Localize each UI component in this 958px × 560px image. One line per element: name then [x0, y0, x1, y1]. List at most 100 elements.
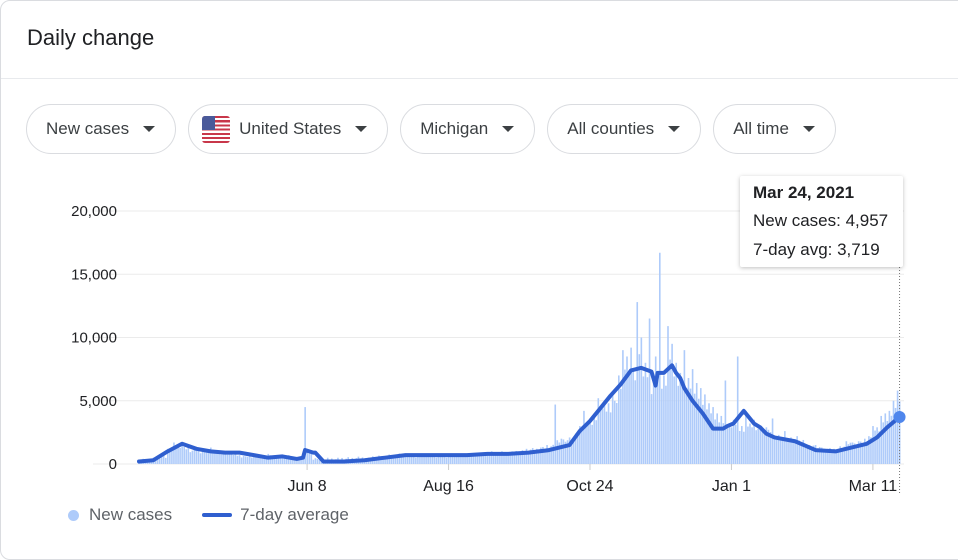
new-cases-bar — [886, 420, 889, 464]
new-cases-bar — [410, 455, 413, 464]
new-cases-bar — [441, 456, 444, 464]
y-tick-label: 10,000 — [71, 330, 117, 347]
new-cases-bar — [741, 426, 743, 464]
new-cases-bar — [587, 424, 589, 464]
new-cases-bar — [454, 453, 456, 464]
new-cases-bar — [529, 449, 532, 464]
new-cases-bar — [804, 447, 807, 464]
new-cases-bar — [870, 437, 872, 464]
tooltip-new-cases: New cases: 4,957 — [753, 211, 889, 230]
new-cases-bar — [201, 451, 204, 464]
new-cases-bar — [480, 453, 483, 464]
new-cases-bar — [894, 407, 897, 464]
new-cases-bar — [226, 454, 229, 464]
new-cases-bar — [255, 455, 257, 464]
new-cases-bar — [784, 431, 786, 464]
new-cases-bar — [486, 454, 489, 464]
new-cases-bar — [652, 381, 655, 464]
new-cases-bar — [175, 447, 177, 464]
time-range-dropdown[interactable]: All time — [713, 104, 836, 154]
new-cases-bar — [677, 385, 680, 464]
new-cases-bar — [603, 400, 606, 464]
x-tick-label: Mar 11 — [849, 478, 898, 495]
new-cases-bar — [499, 452, 501, 464]
state-dropdown[interactable]: Michigan — [400, 104, 536, 154]
new-cases-bar — [624, 369, 626, 464]
county-dropdown[interactable]: All counties — [547, 104, 702, 154]
new-cases-bar — [312, 459, 315, 464]
country-dropdown[interactable]: United States — [188, 104, 389, 154]
new-cases-bar — [458, 454, 460, 464]
new-cases-bar — [388, 454, 390, 464]
new-cases-bar — [841, 448, 844, 464]
new-cases-bar — [406, 454, 409, 464]
new-cases-bar — [238, 455, 241, 464]
new-cases-bar — [456, 456, 458, 464]
new-cases-bar — [287, 455, 290, 464]
new-cases-bar — [478, 454, 481, 464]
new-cases-bar — [183, 446, 185, 464]
new-cases-bar — [568, 437, 571, 464]
new-cases-bar — [866, 442, 868, 464]
new-cases-bar — [810, 447, 813, 464]
new-cases-bar — [753, 419, 755, 464]
new-cases-bar — [796, 436, 798, 464]
new-cases-bar — [189, 452, 192, 464]
new-cases-bar — [298, 457, 300, 464]
new-cases-bar — [451, 456, 454, 464]
new-cases-bar — [786, 439, 788, 464]
new-cases-bar — [724, 380, 727, 464]
new-cases-bar — [589, 419, 591, 464]
new-cases-bar — [210, 447, 212, 464]
new-cases-bar — [396, 455, 399, 464]
new-cases-bar — [882, 422, 885, 464]
new-cases-bar — [855, 445, 858, 464]
new-cases-bar — [687, 377, 690, 464]
chevron-down-icon — [668, 126, 681, 132]
new-cases-bar — [476, 456, 479, 464]
new-cases-bar — [413, 455, 415, 464]
avg-legend-line-icon — [202, 513, 233, 517]
new-cases-bar — [162, 455, 165, 464]
new-cases-bar — [876, 427, 878, 464]
header-divider — [1, 78, 958, 79]
new-cases-bar — [837, 449, 839, 464]
y-tick-label: 20,000 — [71, 203, 117, 220]
new-cases-bar — [423, 455, 425, 464]
new-cases-bar — [726, 426, 729, 464]
new-cases-bar — [218, 452, 220, 464]
new-cases-bar — [853, 443, 856, 464]
new-cases-bar — [251, 457, 253, 464]
new-cases-bar — [794, 441, 796, 464]
new-cases-bar — [265, 455, 267, 464]
new-cases-bar — [482, 452, 485, 464]
new-cases-bar — [187, 447, 190, 464]
new-cases-bar — [806, 446, 809, 464]
new-cases-bar — [310, 452, 313, 464]
new-cases-bar — [468, 455, 470, 464]
new-cases-bar — [864, 438, 866, 464]
new-cases-bar — [431, 456, 434, 464]
new-cases-bar — [177, 445, 179, 464]
new-cases-bar — [244, 456, 247, 464]
new-cases-bar — [460, 453, 462, 464]
new-cases-bar — [691, 369, 694, 464]
new-cases-bar — [203, 450, 206, 464]
new-cases-bar — [447, 456, 450, 464]
new-cases-bar — [228, 453, 231, 464]
metric-dropdown[interactable]: New cases — [26, 104, 177, 154]
new-cases-bar — [466, 456, 468, 464]
new-cases-bar — [706, 409, 708, 464]
new-cases-bar — [384, 457, 386, 464]
new-cases-bar — [449, 454, 452, 464]
new-cases-bar — [636, 302, 639, 464]
new-cases-bar — [400, 455, 403, 464]
chevron-down-icon — [802, 126, 815, 132]
new-cases-bar — [769, 432, 772, 464]
new-cases-bar — [169, 451, 171, 464]
new-cases-bar — [556, 440, 559, 464]
new-cases-bar — [503, 453, 505, 464]
new-cases-bar — [394, 457, 397, 464]
new-cases-bar — [236, 455, 239, 464]
